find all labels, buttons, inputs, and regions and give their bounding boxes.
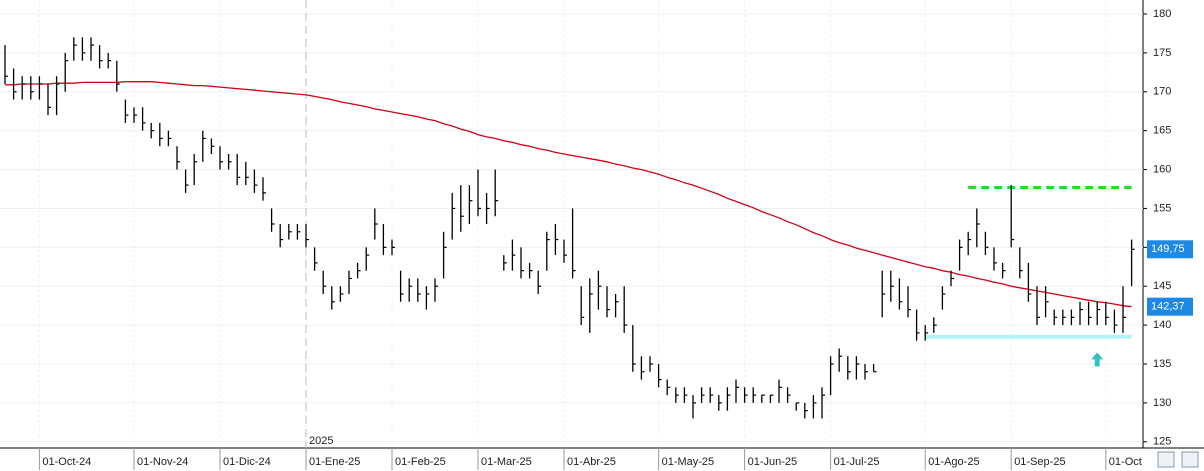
last-value-label: 149,75 — [1151, 243, 1185, 255]
x-tick-label: 01-Nov-24 — [137, 456, 188, 468]
x-tick-label: 01-Ene-25 — [309, 456, 360, 468]
y-tick-label: 155 — [1153, 202, 1171, 214]
x-tick-label: 01-Sep-25 — [1014, 456, 1065, 468]
y-tick-label: 145 — [1153, 280, 1171, 292]
moving-average — [5, 81, 1132, 308]
x-tick-label: 01-Jun-25 — [748, 456, 798, 468]
y-tick-label: 135 — [1153, 358, 1171, 370]
x-tick-label: 01-Jul-25 — [834, 456, 880, 468]
x-tick-label: 01-Ago-25 — [928, 456, 979, 468]
y-tick-label: 125 — [1153, 436, 1171, 448]
zoom-button[interactable] — [1157, 451, 1175, 468]
y-tick-label: 170 — [1153, 86, 1171, 98]
signal-arrow — [1091, 352, 1104, 367]
y-tick-label: 165 — [1153, 125, 1171, 137]
y-tick-label: 180 — [1153, 8, 1171, 20]
x-tick-label: 01-Oct — [1109, 456, 1142, 468]
y-tick-label: 140 — [1153, 319, 1171, 331]
settings-button[interactable] — [1181, 451, 1199, 468]
x-tick-label: 01-Oct-24 — [42, 456, 91, 468]
y-tick-label: 175 — [1153, 47, 1171, 59]
x-tick-label: 01-Dic-24 — [223, 456, 271, 468]
last-value-box — [1147, 240, 1193, 259]
y-tick-label: 130 — [1153, 397, 1171, 409]
x-tick-label: 01-May-25 — [662, 456, 715, 468]
year-label: 2025 — [309, 435, 333, 447]
x-tick-label: 01-Mar-25 — [481, 456, 532, 468]
last-value-label: 142,37 — [1151, 301, 1185, 313]
x-tick-label: 01-Abr-25 — [567, 456, 616, 468]
y-tick-label: 160 — [1153, 163, 1171, 175]
last-value-box — [1147, 297, 1193, 316]
x-tick-label: 01-Feb-25 — [395, 456, 446, 468]
